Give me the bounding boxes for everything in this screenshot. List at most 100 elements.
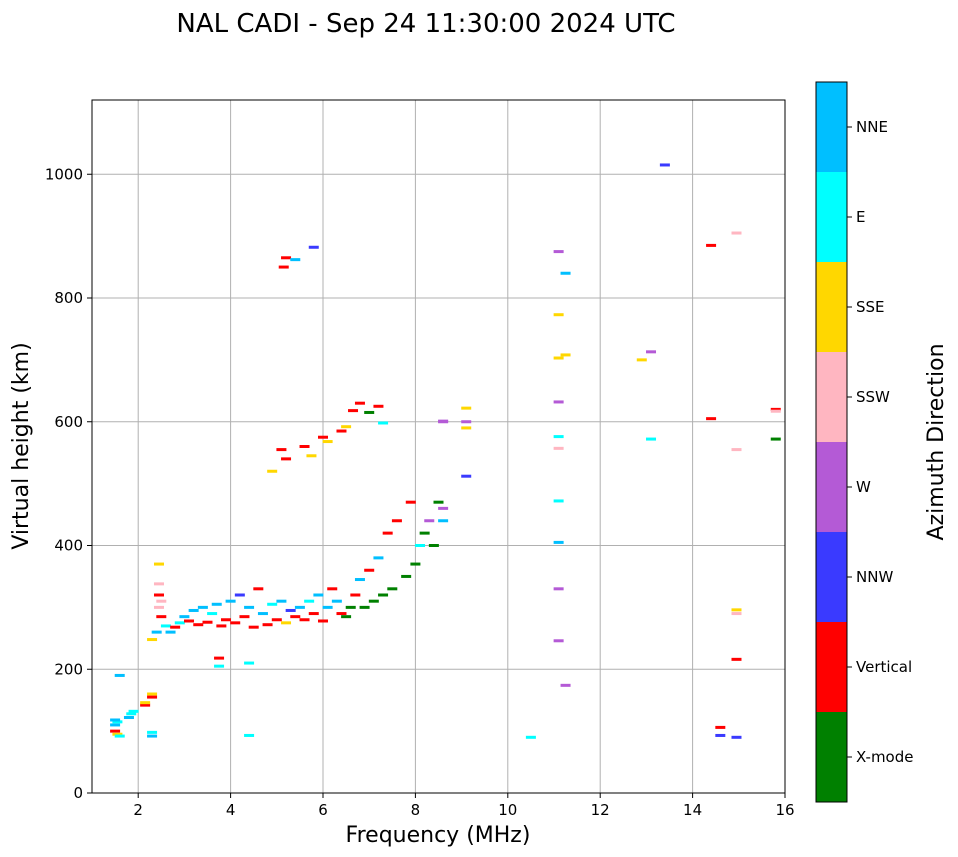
- data-point: [156, 615, 167, 619]
- data-point: [731, 735, 742, 739]
- y-tick-label: 200: [54, 660, 83, 678]
- y-tick-label: 800: [54, 289, 83, 307]
- y-tick-label: 400: [54, 537, 83, 555]
- data-point: [153, 562, 164, 566]
- data-point: [306, 454, 317, 458]
- data-point: [715, 733, 726, 737]
- x-tick-label: 10: [498, 801, 517, 819]
- data-point: [461, 406, 472, 410]
- data-point: [308, 245, 319, 249]
- plot-frame: [91, 99, 786, 794]
- data-point: [112, 720, 123, 724]
- colorbar-label: Azimuth Direction: [924, 343, 949, 540]
- data-point: [646, 350, 657, 354]
- colorbar-tick-label: Vertical: [856, 658, 912, 676]
- data-point: [560, 683, 571, 687]
- data-point: [299, 445, 310, 448]
- data-point: [147, 695, 158, 699]
- data-point: [318, 435, 328, 439]
- data-point: [382, 531, 393, 535]
- data-point: [276, 448, 287, 452]
- data-point: [193, 623, 204, 627]
- data-point: [715, 725, 726, 729]
- data-point: [373, 404, 384, 408]
- data-point: [281, 457, 292, 461]
- data-point: [341, 615, 352, 619]
- data-point: [348, 409, 359, 413]
- data-point: [322, 605, 333, 609]
- data-point: [153, 593, 164, 597]
- data-point: [257, 612, 268, 616]
- data-point: [461, 426, 472, 430]
- data-point: [553, 356, 564, 360]
- data-point: [165, 630, 176, 634]
- data-point: [336, 429, 347, 433]
- data-point: [341, 425, 352, 429]
- data-point: [553, 313, 564, 317]
- data-point: [553, 587, 564, 591]
- data-point: [318, 619, 328, 623]
- data-point: [313, 593, 324, 597]
- data-point: [214, 656, 225, 660]
- x-tick-label: 4: [226, 801, 236, 819]
- data-point: [770, 409, 781, 413]
- data-point: [553, 540, 564, 544]
- chart-title: NAL CADI - Sep 24 11:30:00 2024 UTC: [176, 9, 675, 39]
- data-point: [290, 258, 301, 262]
- data-point: [525, 735, 536, 739]
- y-axis-label: Virtual height (km): [9, 342, 34, 549]
- data-point: [359, 605, 370, 609]
- y-tick-label: 1000: [45, 165, 83, 183]
- colorbar-tick-label: NNE: [856, 118, 888, 136]
- data-point: [433, 500, 444, 504]
- data-point: [160, 624, 171, 628]
- data-point: [110, 729, 121, 733]
- data-point: [419, 531, 430, 535]
- data-point: [188, 608, 199, 612]
- data-point: [267, 469, 278, 473]
- data-point: [424, 519, 435, 523]
- data-point: [285, 608, 296, 612]
- data-point: [112, 732, 123, 736]
- data-point: [354, 401, 365, 405]
- data-point: [234, 593, 245, 597]
- data-point: [267, 602, 278, 606]
- data-point: [553, 639, 564, 643]
- data-point: [387, 587, 398, 591]
- data-point: [184, 619, 195, 623]
- colorbar-segment-nnw: [816, 532, 847, 622]
- colorbar-segment-sse: [816, 262, 847, 352]
- data-point: [391, 519, 402, 523]
- colorbar-tick-label: E: [856, 208, 865, 226]
- data-point: [179, 615, 190, 619]
- data-point: [659, 163, 670, 167]
- data-point: [214, 664, 225, 668]
- data-point: [731, 612, 742, 616]
- data-point: [410, 562, 421, 566]
- data-point: [336, 612, 347, 616]
- data-point: [220, 618, 231, 622]
- x-tick-label: 6: [318, 801, 328, 819]
- data-point: [731, 448, 742, 452]
- data-point: [461, 474, 472, 478]
- data-point: [147, 730, 158, 734]
- data-point: [207, 612, 218, 616]
- data-point: [731, 231, 742, 235]
- data-point: [770, 437, 781, 441]
- x-axis-label: Frequency (MHz): [346, 823, 531, 848]
- data-point: [461, 420, 472, 424]
- data-point: [560, 353, 571, 357]
- data-point: [646, 437, 657, 441]
- data-point: [378, 421, 389, 425]
- data-point: [364, 410, 375, 414]
- data-point: [553, 435, 564, 439]
- data-point: [225, 599, 236, 603]
- data-point: [216, 624, 227, 628]
- colorbar-tick-label: X-mode: [856, 748, 913, 766]
- data-point: [327, 587, 338, 591]
- data-point: [331, 599, 342, 603]
- data-point: [553, 400, 564, 404]
- data-point: [110, 718, 121, 722]
- data-point: [128, 709, 139, 713]
